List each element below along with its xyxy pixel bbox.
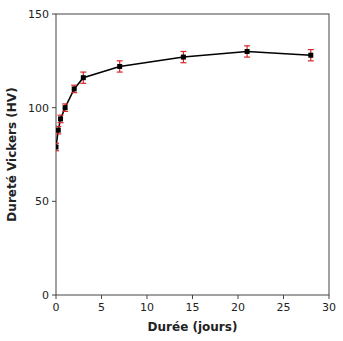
x-tick-label: 25 bbox=[277, 301, 291, 314]
error-bar bbox=[117, 61, 123, 72]
error-cap bbox=[80, 71, 86, 72]
point-marker bbox=[308, 53, 313, 58]
error-bar bbox=[180, 51, 186, 62]
error-cap bbox=[244, 45, 250, 46]
error-cap bbox=[58, 122, 64, 123]
error-bar bbox=[56, 143, 59, 150]
error-cap bbox=[58, 115, 64, 116]
point-marker bbox=[72, 86, 77, 91]
error-cap bbox=[56, 143, 59, 144]
plot-area bbox=[56, 46, 314, 151]
error-cap bbox=[71, 85, 77, 86]
error-cap bbox=[62, 111, 68, 112]
error-cap bbox=[180, 62, 186, 63]
error-cap bbox=[71, 92, 77, 93]
x-tick bbox=[329, 295, 330, 299]
point-marker bbox=[117, 64, 122, 69]
error-bar bbox=[58, 115, 64, 122]
y-tick bbox=[52, 295, 56, 296]
x-tick bbox=[192, 295, 193, 299]
y-tick-label: 0 bbox=[42, 289, 49, 302]
x-tick bbox=[101, 295, 102, 299]
y-tick bbox=[52, 201, 56, 202]
x-tick-label: 30 bbox=[322, 301, 336, 314]
x-tick bbox=[283, 295, 284, 299]
error-cap bbox=[56, 126, 61, 127]
y-tick-label: 100 bbox=[28, 102, 49, 115]
x-tick-label: 10 bbox=[140, 301, 154, 314]
point-marker bbox=[58, 116, 63, 121]
point-marker bbox=[245, 49, 250, 54]
error-bar bbox=[71, 85, 77, 92]
y-tick bbox=[52, 107, 56, 108]
error-bar bbox=[244, 46, 250, 57]
point-marker bbox=[63, 105, 68, 110]
x-tick bbox=[56, 295, 57, 299]
point-marker bbox=[56, 145, 59, 150]
x-tick-label: 0 bbox=[53, 301, 60, 314]
point-marker bbox=[56, 128, 61, 133]
error-bar bbox=[80, 72, 86, 83]
x-tick-label: 20 bbox=[231, 301, 245, 314]
error-cap bbox=[80, 83, 86, 84]
y-tick-label: 150 bbox=[28, 8, 49, 21]
error-cap bbox=[117, 60, 123, 61]
x-axis-label: Durée (jours) bbox=[148, 320, 238, 334]
error-cap bbox=[308, 60, 314, 61]
x-tick-label: 15 bbox=[186, 301, 200, 314]
error-cap bbox=[180, 51, 186, 52]
error-cap bbox=[244, 56, 250, 57]
x-tick bbox=[238, 295, 239, 299]
series-line bbox=[56, 51, 311, 147]
point-marker bbox=[81, 75, 86, 80]
y-tick-label: 50 bbox=[35, 195, 49, 208]
error-bar bbox=[62, 104, 68, 111]
error-cap bbox=[56, 133, 61, 134]
error-cap bbox=[56, 150, 59, 151]
error-cap bbox=[117, 71, 123, 72]
y-tick bbox=[52, 14, 56, 15]
point-marker bbox=[181, 55, 186, 60]
error-bar bbox=[308, 50, 314, 61]
x-tick-label: 5 bbox=[98, 301, 105, 314]
error-cap bbox=[308, 49, 314, 50]
error-cap bbox=[62, 103, 68, 104]
error-bar bbox=[56, 126, 61, 133]
x-tick bbox=[147, 295, 148, 299]
chart: 0 5 10 15 20 25 30 0 50 100 150 Durée (jours) Dureté… bbox=[0, 0, 343, 341]
plot-frame bbox=[56, 14, 329, 295]
y-axis-label: Dureté Vickers (HV) bbox=[5, 87, 19, 221]
